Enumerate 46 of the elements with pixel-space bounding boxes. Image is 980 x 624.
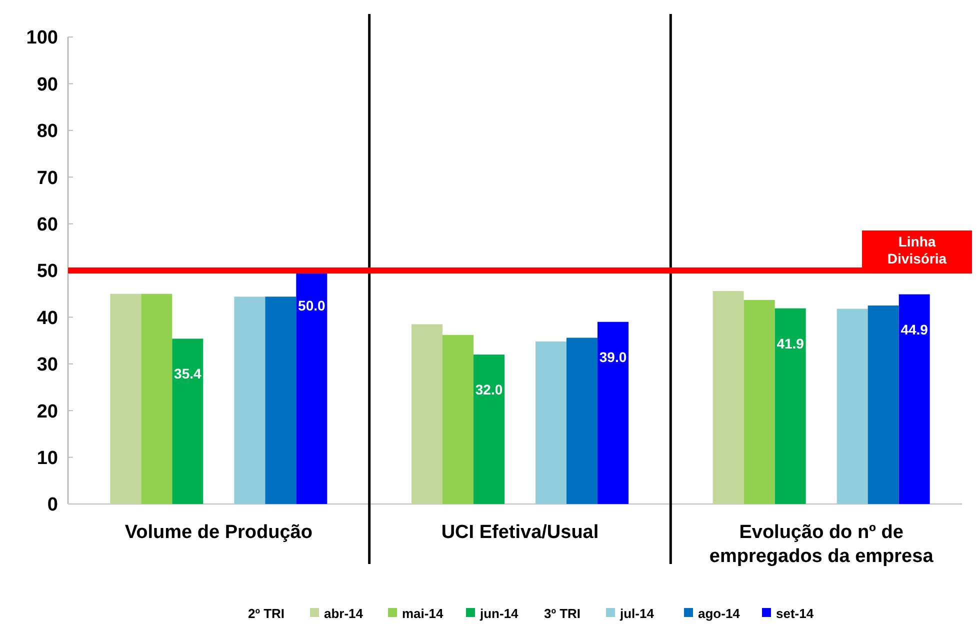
y-tick-label: 40 bbox=[36, 308, 58, 329]
y-tick-label: 30 bbox=[36, 354, 58, 376]
data-label: 39.0 bbox=[599, 348, 627, 365]
bar bbox=[774, 308, 806, 504]
legend-label: jun-14 bbox=[479, 606, 520, 621]
bar bbox=[265, 296, 296, 504]
bar bbox=[442, 334, 474, 504]
bar bbox=[234, 296, 266, 504]
bar bbox=[898, 294, 930, 504]
bar bbox=[744, 300, 775, 504]
data-label: 44.9 bbox=[900, 321, 928, 338]
bar bbox=[536, 341, 566, 504]
legend-label: jul-14 bbox=[619, 606, 655, 621]
bar bbox=[110, 294, 142, 504]
y-tick-label: 20 bbox=[36, 401, 58, 422]
legend-label: abr-14 bbox=[324, 606, 364, 621]
y-tick-label: 100 bbox=[26, 28, 58, 49]
data-label: 41.9 bbox=[776, 335, 804, 352]
y-tick-label: 10 bbox=[36, 448, 58, 469]
text: 3º TRI bbox=[544, 606, 581, 621]
bar bbox=[868, 306, 899, 504]
x-tick-label: UCI Efetiva/Usual bbox=[441, 522, 599, 543]
legend-label: set-14 bbox=[776, 606, 814, 621]
data-label: 32.0 bbox=[475, 382, 503, 398]
x-tick-label: Evolução do nº de empregados da empresa bbox=[709, 522, 934, 567]
y-tick-label: 50 bbox=[36, 261, 58, 282]
data-label: 35.4 bbox=[174, 366, 202, 382]
bar bbox=[712, 291, 744, 504]
bar bbox=[474, 354, 504, 504]
bar bbox=[141, 294, 172, 504]
y-tick-label: 80 bbox=[36, 121, 58, 142]
bar bbox=[412, 324, 442, 504]
text: 2º TRI bbox=[248, 606, 285, 621]
ref-line-label: Linha Divisória bbox=[887, 234, 947, 266]
legend-label: mai-14 bbox=[402, 606, 444, 621]
legend-label: ago-14 bbox=[698, 606, 741, 621]
y-tick-label: 90 bbox=[36, 74, 58, 96]
y-tick-label: 70 bbox=[36, 168, 58, 189]
bar bbox=[836, 308, 868, 504]
y-tick-label: 60 bbox=[36, 214, 58, 236]
x-tick-label: Volume de Produção bbox=[124, 522, 312, 543]
bar bbox=[598, 322, 628, 504]
bar bbox=[566, 338, 598, 504]
data-label: 50.0 bbox=[298, 298, 326, 314]
y-tick-label: 0 bbox=[47, 494, 58, 516]
bar bbox=[172, 338, 204, 504]
